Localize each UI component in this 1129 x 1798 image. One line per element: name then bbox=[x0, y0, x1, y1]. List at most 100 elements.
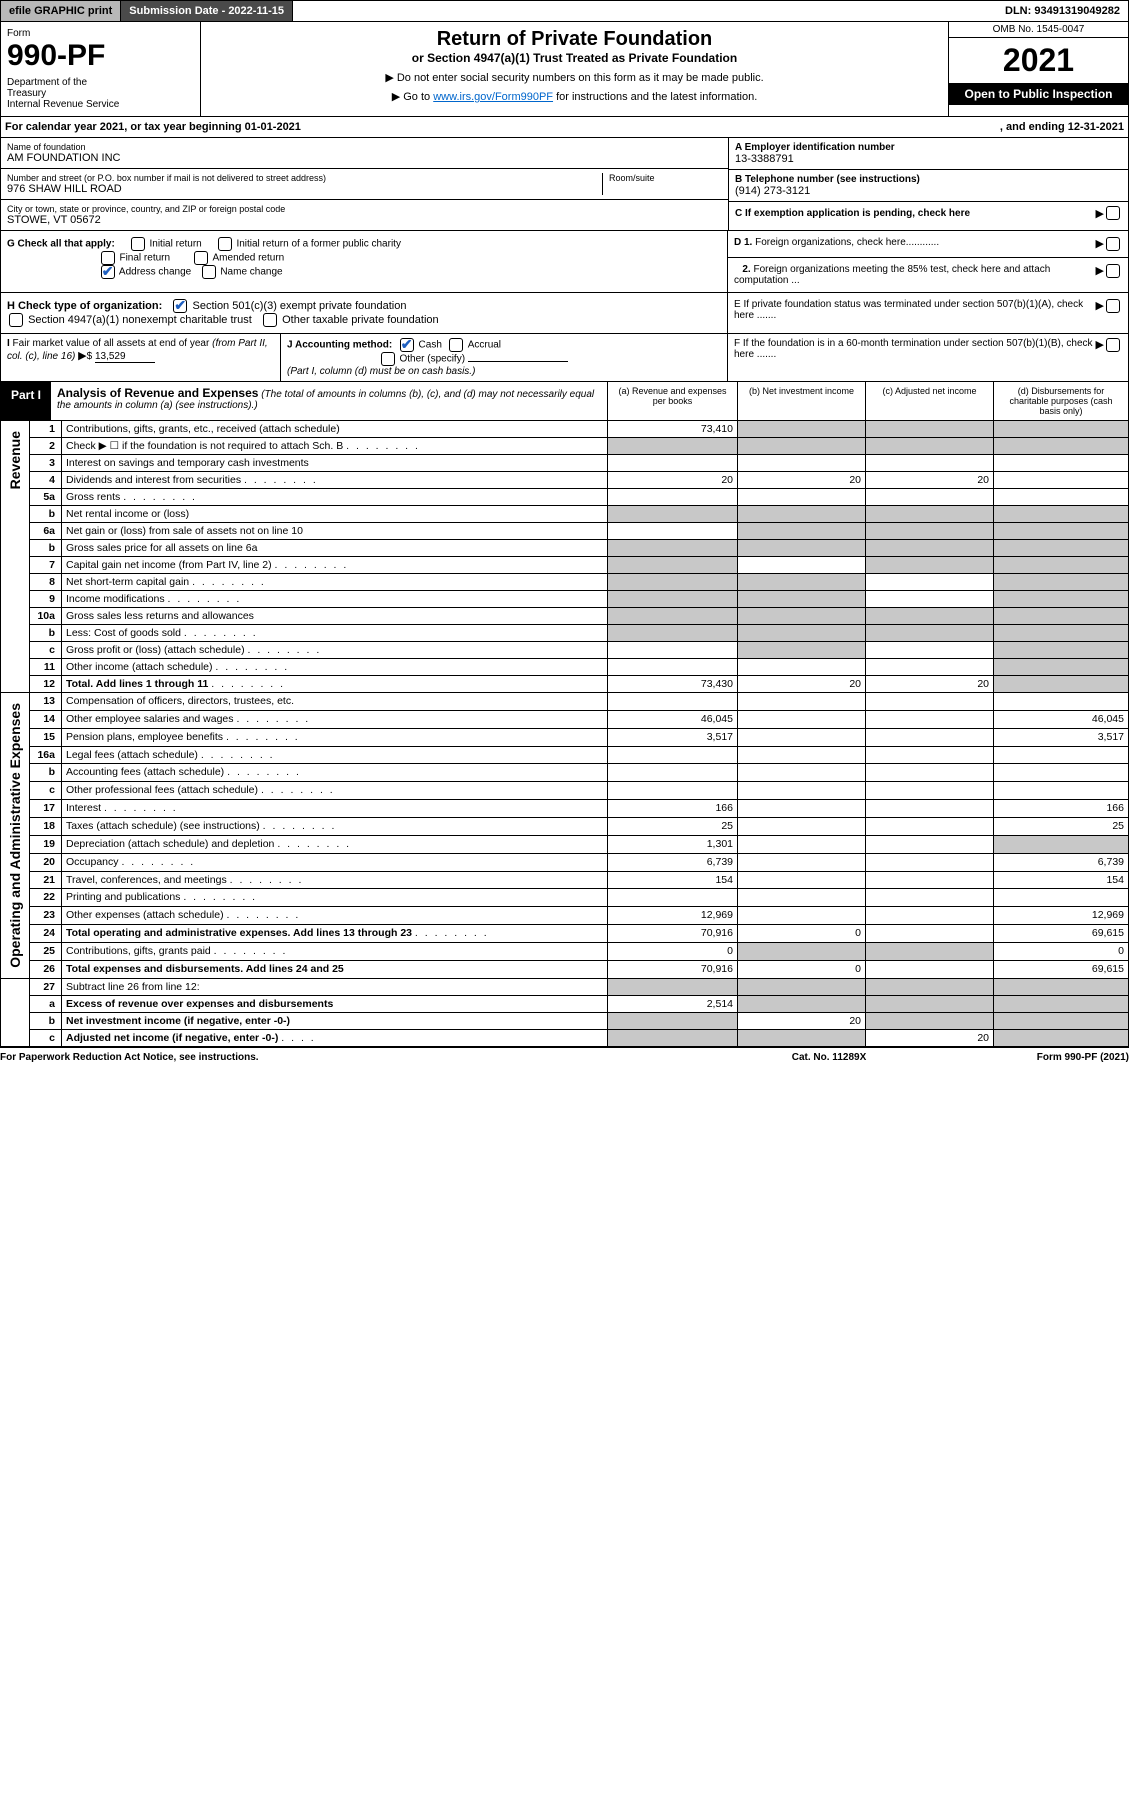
part1-tag: Part I bbox=[1, 382, 51, 420]
efile-button[interactable]: efile GRAPHIC print bbox=[1, 1, 121, 21]
id-left: Name of foundation AM FOUNDATION INC Num… bbox=[1, 138, 728, 230]
address: 976 SHAW HILL ROAD bbox=[7, 183, 602, 195]
row-desc: Less: Cost of goods sold . . . . . . . . bbox=[62, 625, 608, 642]
col-c-hdr: (c) Adjusted net income bbox=[865, 382, 993, 420]
telephone: (914) 273-3121 bbox=[735, 185, 1122, 197]
table-row: 8Net short-term capital gain . . . . . .… bbox=[1, 574, 1129, 591]
row-desc: Net gain or (loss) from sale of assets n… bbox=[62, 523, 608, 540]
ein: 13-3388791 bbox=[735, 153, 1122, 165]
year-end: , and ending 12-31-2021 bbox=[1000, 121, 1124, 133]
part1-title: Analysis of Revenue and Expenses bbox=[57, 386, 258, 400]
table-row: 22Printing and publications . . . . . . … bbox=[1, 889, 1129, 907]
table-row: 14Other employee salaries and wages . . … bbox=[1, 710, 1129, 728]
h-label: H Check type of organization: bbox=[7, 300, 162, 312]
table-row: bNet rental income or (loss) bbox=[1, 506, 1129, 523]
row-desc: Interest . . . . . . . . bbox=[62, 800, 608, 818]
chk-cash[interactable] bbox=[400, 338, 414, 352]
chk-accrual[interactable] bbox=[449, 338, 463, 352]
chk-initial-former[interactable] bbox=[218, 237, 232, 251]
row-desc: Net rental income or (loss) bbox=[62, 506, 608, 523]
lbl-name: Name change bbox=[220, 267, 282, 278]
lbl-accrual: Accrual bbox=[468, 340, 501, 351]
f-checkbox[interactable] bbox=[1106, 338, 1120, 352]
row-desc: Travel, conferences, and meetings . . . … bbox=[62, 871, 608, 889]
chk-amended[interactable] bbox=[194, 251, 208, 265]
e-label: E If private foundation status was termi… bbox=[734, 299, 1096, 321]
table-row: 6aNet gain or (loss) from sale of assets… bbox=[1, 523, 1129, 540]
chk-initial[interactable] bbox=[131, 237, 145, 251]
j-note: (Part I, column (d) must be on cash basi… bbox=[287, 366, 475, 377]
table-row: 16aLegal fees (attach schedule) . . . . … bbox=[1, 746, 1129, 764]
spacer bbox=[293, 1, 997, 21]
c-checkbox[interactable] bbox=[1106, 206, 1120, 220]
lbl-address: Address change bbox=[119, 267, 191, 278]
table-row: 26Total expenses and disbursements. Add … bbox=[1, 960, 1129, 978]
g-label: G Check all that apply: bbox=[7, 239, 115, 250]
footer-left: For Paperwork Reduction Act Notice, see … bbox=[0, 1052, 729, 1063]
calendar-year-line: For calendar year 2021, or tax year begi… bbox=[0, 117, 1129, 138]
dln: DLN: 93491319049282 bbox=[997, 1, 1128, 21]
chk-501c3[interactable] bbox=[173, 299, 187, 313]
e-checkbox[interactable] bbox=[1106, 299, 1120, 313]
row-desc: Total. Add lines 1 through 11 . . . . . … bbox=[62, 676, 608, 693]
form-title: Return of Private Foundation bbox=[207, 28, 942, 51]
row-desc: Total operating and administrative expen… bbox=[62, 925, 608, 943]
name-label: Name of foundation bbox=[7, 142, 722, 152]
notice-link: ▶ Go to www.irs.gov/Form990PF for instru… bbox=[207, 90, 942, 103]
table-row: cGross profit or (loss) (attach schedule… bbox=[1, 642, 1129, 659]
table-row: 2Check ▶ ☐ if the foundation is not requ… bbox=[1, 438, 1129, 455]
table-row: 20Occupancy . . . . . . . .6,7396,739 bbox=[1, 853, 1129, 871]
lbl-initial: Initial return bbox=[150, 239, 202, 250]
chk-other-tax[interactable] bbox=[263, 313, 277, 327]
other-specify[interactable] bbox=[468, 361, 568, 362]
e-section: E If private foundation status was termi… bbox=[728, 293, 1128, 333]
irs-link[interactable]: www.irs.gov/Form990PF bbox=[433, 91, 553, 103]
row-desc: Check ▶ ☐ if the foundation is not requi… bbox=[62, 438, 608, 455]
lbl-initial-former: Initial return of a former public charit… bbox=[236, 239, 401, 250]
row-desc: Income modifications . . . . . . . . bbox=[62, 591, 608, 608]
open-public: Open to Public Inspection bbox=[949, 83, 1128, 105]
f-label: F If the foundation is in a 60-month ter… bbox=[734, 338, 1096, 360]
table-row: 25Contributions, gifts, grants paid . . … bbox=[1, 943, 1129, 961]
chk-address[interactable] bbox=[101, 265, 115, 279]
c-label: C If exemption application is pending, c… bbox=[735, 208, 1096, 219]
d1-checkbox[interactable] bbox=[1106, 237, 1120, 251]
table-row: 10aGross sales less returns and allowanc… bbox=[1, 608, 1129, 625]
arrow-icon: ▶ bbox=[1096, 237, 1104, 250]
row-desc: Gross profit or (loss) (attach schedule)… bbox=[62, 642, 608, 659]
table-row: 11Other income (attach schedule) . . . .… bbox=[1, 659, 1129, 676]
side-label: Revenue bbox=[1, 421, 30, 693]
id-block: Name of foundation AM FOUNDATION INC Num… bbox=[0, 138, 1129, 231]
year-begin: For calendar year 2021, or tax year begi… bbox=[5, 121, 1000, 133]
lbl-4947: Section 4947(a)(1) nonexempt charitable … bbox=[28, 314, 252, 326]
d2-checkbox[interactable] bbox=[1106, 264, 1120, 278]
col-d-hdr: (d) Disbursements for charitable purpose… bbox=[993, 382, 1128, 420]
table-row: 4Dividends and interest from securities … bbox=[1, 472, 1129, 489]
row-desc: Gross rents . . . . . . . . bbox=[62, 489, 608, 506]
part1-desc: Analysis of Revenue and Expenses (The to… bbox=[51, 382, 607, 420]
arrow-icon: ▶ bbox=[1096, 338, 1104, 351]
chk-4947[interactable] bbox=[9, 313, 23, 327]
row-desc: Compensation of officers, directors, tru… bbox=[62, 693, 608, 711]
row-desc: Pension plans, employee benefits . . . .… bbox=[62, 728, 608, 746]
d2-label: 2. Foreign organizations meeting the 85%… bbox=[734, 264, 1096, 286]
row-desc: Gross sales price for all assets on line… bbox=[62, 540, 608, 557]
row-desc: Legal fees (attach schedule) . . . . . .… bbox=[62, 746, 608, 764]
d-section: D 1. Foreign organizations, check here..… bbox=[728, 231, 1128, 292]
table-row: Revenue1Contributions, gifts, grants, et… bbox=[1, 421, 1129, 438]
row-desc: Taxes (attach schedule) (see instruction… bbox=[62, 818, 608, 836]
part1-cols: (a) Revenue and expenses per books (b) N… bbox=[607, 382, 1128, 420]
fmv-value: 13,529 bbox=[95, 351, 155, 363]
lbl-final: Final return bbox=[119, 253, 170, 264]
form-subtitle: or Section 4947(a)(1) Trust Treated as P… bbox=[207, 51, 942, 65]
header-center: Return of Private Foundation or Section … bbox=[201, 22, 948, 116]
header-right: OMB No. 1545-0047 2021 Open to Public In… bbox=[948, 22, 1128, 116]
footer-center: Cat. No. 11289X bbox=[729, 1052, 929, 1063]
chk-other-method[interactable] bbox=[381, 352, 395, 366]
table-row: bGross sales price for all assets on lin… bbox=[1, 540, 1129, 557]
row-desc: Accounting fees (attach schedule) . . . … bbox=[62, 764, 608, 782]
d1-label: D 1. Foreign organizations, check here..… bbox=[734, 237, 1096, 248]
chk-name[interactable] bbox=[202, 265, 216, 279]
table-row: 12Total. Add lines 1 through 11 . . . . … bbox=[1, 676, 1129, 693]
h-e-block: H Check type of organization: Section 50… bbox=[0, 293, 1129, 334]
